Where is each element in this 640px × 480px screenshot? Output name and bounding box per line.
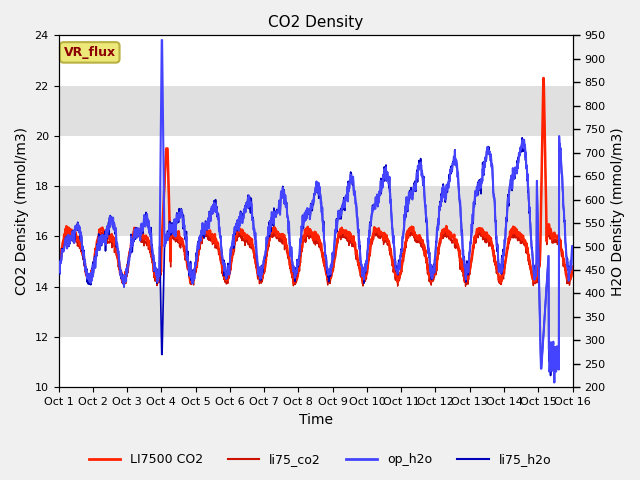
li75_h2o <box>556 133 563 139</box>
Line: li75_co2: li75_co2 <box>58 86 573 286</box>
op_h2o <box>54 264 62 269</box>
Bar <box>58 186 573 237</box>
li75_h2o <box>284 212 291 217</box>
li75_co2 <box>540 84 548 89</box>
LI7500 CO2 <box>95 234 102 240</box>
X-axis label: Time: Time <box>298 413 333 427</box>
LI7500 CO2 <box>569 266 577 272</box>
op_h2o <box>550 380 558 385</box>
op_h2o <box>95 246 102 252</box>
Title: CO2 Density: CO2 Density <box>268 15 363 30</box>
li75_h2o <box>95 247 102 253</box>
li75_co2 <box>54 266 62 272</box>
Y-axis label: CO2 Density (mmol/m3): CO2 Density (mmol/m3) <box>15 127 29 295</box>
Text: VR_flux: VR_flux <box>63 46 116 59</box>
Line: LI7500 CO2: LI7500 CO2 <box>58 78 573 283</box>
Bar <box>58 36 573 85</box>
op_h2o <box>293 270 301 276</box>
Bar <box>58 287 573 337</box>
li75_co2 <box>461 283 469 289</box>
op_h2o <box>115 257 123 263</box>
LI7500 CO2 <box>540 75 547 81</box>
op_h2o <box>158 37 166 43</box>
LI7500 CO2 <box>348 234 355 240</box>
Bar <box>58 337 573 387</box>
LI7500 CO2 <box>293 275 301 280</box>
Line: op_h2o: op_h2o <box>58 40 573 383</box>
LI7500 CO2 <box>273 231 280 237</box>
li75_h2o <box>347 174 355 180</box>
LI7500 CO2 <box>289 280 297 286</box>
op_h2o <box>569 247 577 253</box>
li75_co2 <box>95 239 102 245</box>
Y-axis label: H2O Density (mmol/m3): H2O Density (mmol/m3) <box>611 127 625 296</box>
op_h2o <box>284 214 291 220</box>
li75_co2 <box>273 235 280 241</box>
LI7500 CO2 <box>115 261 123 267</box>
li75_co2 <box>284 248 291 254</box>
li75_h2o <box>292 270 300 276</box>
Bar <box>58 237 573 287</box>
li75_co2 <box>115 264 123 269</box>
op_h2o <box>273 211 281 216</box>
Line: li75_h2o: li75_h2o <box>58 136 573 375</box>
li75_co2 <box>569 270 577 276</box>
Legend: LI7500 CO2, li75_co2, op_h2o, li75_h2o: LI7500 CO2, li75_co2, op_h2o, li75_h2o <box>84 448 556 471</box>
li75_h2o <box>115 260 123 265</box>
LI7500 CO2 <box>284 245 291 251</box>
op_h2o <box>348 175 355 181</box>
Bar <box>58 85 573 136</box>
li75_co2 <box>292 278 300 284</box>
li75_h2o <box>54 265 62 271</box>
li75_h2o <box>547 372 554 378</box>
li75_h2o <box>273 208 280 214</box>
li75_co2 <box>347 239 355 244</box>
LI7500 CO2 <box>54 263 62 268</box>
Bar <box>58 136 573 186</box>
li75_h2o <box>569 243 577 249</box>
